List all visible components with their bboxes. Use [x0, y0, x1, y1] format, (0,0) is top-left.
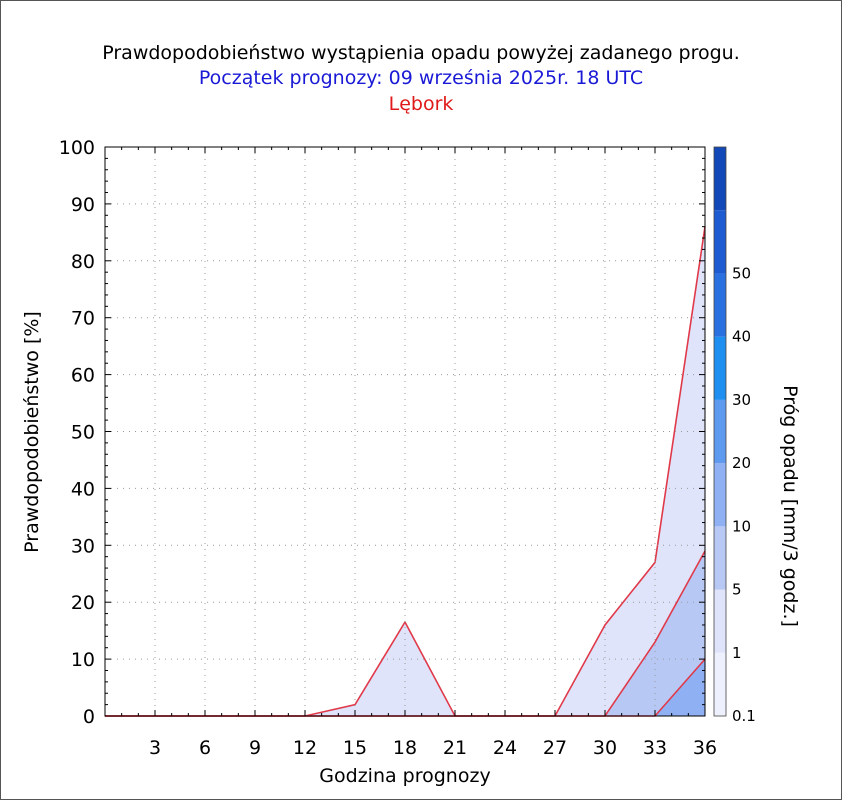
- y-tick-label: 60: [71, 365, 95, 387]
- threshold-colorbar: 0.1 1 5 10 20 30 40 50: [713, 146, 756, 725]
- x-tick-label: 15: [343, 737, 367, 759]
- x-tick-label: 9: [249, 737, 261, 759]
- y-tick-label: 50: [71, 422, 95, 444]
- y-tick-label: 20: [71, 592, 95, 614]
- chart-title: Prawdopodobieństwo wystąpienia opadu pow…: [102, 42, 740, 64]
- colorbar-segment: [714, 336, 726, 400]
- y-tick-label: 40: [71, 478, 95, 500]
- x-tick-label: 33: [643, 737, 667, 759]
- colorbar-label: 40: [732, 328, 751, 346]
- y-tick-label: 30: [71, 535, 95, 557]
- colorbar-label: 1: [732, 644, 742, 662]
- x-tick-label: 30: [593, 737, 617, 759]
- colorbar-segment: [714, 589, 726, 653]
- area-series-1: [105, 550, 705, 716]
- colorbar-segment: [714, 273, 726, 337]
- x-tick-label: 18: [393, 737, 417, 759]
- colorbar-segment: [714, 463, 726, 527]
- y-axis-label: Prawdopodobieństwo [%]: [21, 311, 43, 553]
- x-tick-label: 36: [693, 737, 717, 759]
- colorbar-segment: [714, 652, 726, 716]
- x-tick-label: 24: [493, 737, 517, 759]
- location-label: Lębork: [388, 93, 454, 115]
- y-tick-label: 70: [71, 308, 95, 330]
- x-tick-label: 6: [199, 737, 211, 759]
- x-tick-label: 21: [443, 737, 467, 759]
- y-tick-label: 0: [83, 706, 95, 728]
- y-tick-label: 90: [71, 194, 95, 216]
- axes: 3 6 9 12 15 18 21 24 27 30 33 360102030405060708090…: [59, 137, 717, 759]
- grid-dots: [105, 147, 705, 716]
- y-tick-label: 100: [59, 137, 95, 159]
- y-tick-label: 10: [71, 649, 95, 671]
- x-tick-label: 3: [149, 737, 161, 759]
- colorbar-border: [713, 146, 727, 717]
- y-tick-label: 80: [71, 251, 95, 273]
- colorbar-label: 10: [732, 517, 751, 535]
- x-tick-label: 12: [293, 737, 317, 759]
- x-axis-label: Godzina prognozy: [319, 765, 490, 787]
- colorbar-segment: [714, 210, 726, 274]
- forecast-start-subtitle: Początek prognozy: 09 września 2025r. 18…: [198, 67, 644, 89]
- colorbar-segment: [714, 399, 726, 464]
- x-tick-label: 27: [543, 737, 567, 759]
- colorbar-label: 30: [732, 391, 751, 409]
- colorbar-title: Próg opadu [mm/3 godz.]: [779, 385, 801, 627]
- colorbar-segment: [714, 147, 726, 211]
- colorbar-label: 20: [732, 454, 751, 472]
- colorbar-segment: [714, 526, 726, 590]
- colorbar-label: 50: [732, 264, 751, 282]
- colorbar-label: 0.1: [732, 707, 756, 725]
- colorbar-label: 5: [732, 581, 742, 599]
